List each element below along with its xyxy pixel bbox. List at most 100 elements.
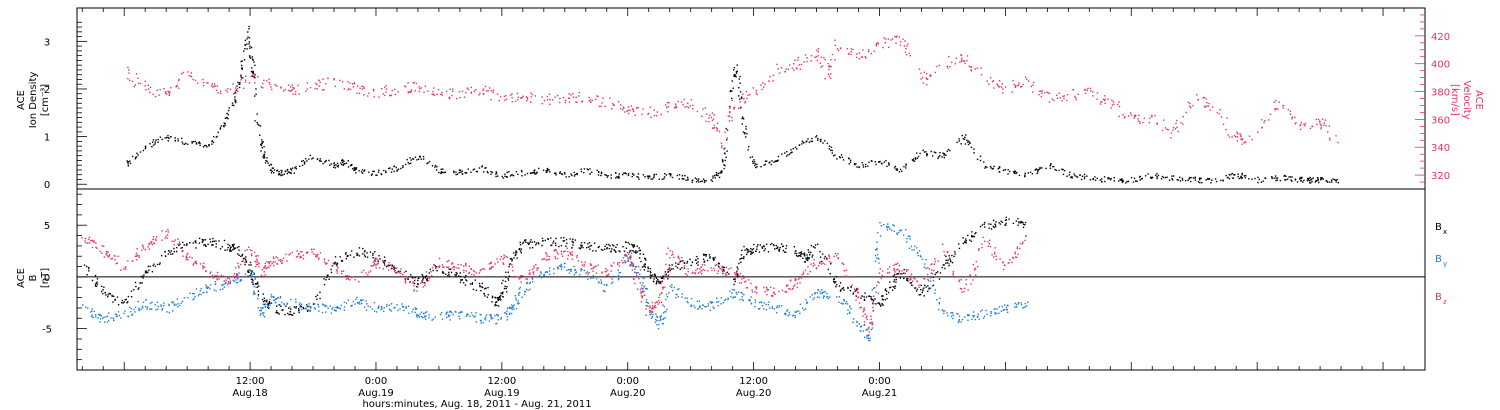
velocity-point [761,88,763,91]
density-point [744,132,746,134]
bx-point [756,245,758,248]
bx-point [751,252,754,254]
density-point [739,98,741,100]
density-point [933,151,936,153]
velocity-point [503,95,506,98]
bx-point [629,250,631,252]
density-point [1012,171,1015,173]
bx-point [611,248,613,250]
density-point [1327,181,1329,183]
density-point [745,125,747,128]
bz-point [472,270,475,272]
by-point [727,298,729,301]
velocity-point [1062,95,1064,98]
velocity-point [1320,126,1322,128]
bx-point [738,262,740,265]
bz-point [503,254,505,257]
by-point [757,308,760,310]
bx-point [705,253,707,256]
density-point [509,175,512,177]
by-point [466,314,468,316]
bz-point [268,261,270,264]
bz-point [490,262,492,264]
velocity-point [597,95,599,98]
density-point [559,171,562,173]
velocity-point [385,91,387,93]
bx-point [435,266,438,268]
density-point [505,175,508,178]
bz-point [718,266,720,269]
density-point [962,137,965,140]
bz-point [150,242,152,244]
by-point [600,282,603,285]
by-point [299,306,301,308]
velocity-point [1236,140,1238,142]
bx-point [417,283,419,286]
density-point [161,138,163,141]
velocity-point [806,60,808,63]
bx-point [88,267,90,270]
bz-point [264,265,266,268]
by-point [743,293,745,296]
by-point [257,295,260,297]
bz-point [521,275,524,277]
bz-point [601,271,603,273]
bx-point [369,251,372,253]
bx-point [965,242,967,244]
by-point [698,307,700,309]
bx-point [88,270,90,272]
velocity-point [794,59,796,62]
density-point [422,158,425,160]
velocity-point [1294,122,1297,125]
bz-point [750,282,752,285]
density-point [1325,180,1327,182]
density-point [165,136,168,139]
density-point [484,167,486,169]
velocity-point [642,108,644,110]
by-point [539,274,541,277]
by-point [821,291,823,294]
bx-point [233,243,235,245]
bx-point [603,248,606,250]
bx-point [949,259,952,261]
bz-point [234,277,236,279]
velocity-point [905,53,908,56]
bx-point [483,293,486,295]
bx-point [111,294,113,297]
bx-point [881,303,883,305]
density-point [983,161,985,163]
by-point [632,265,634,268]
velocity-point [1104,102,1106,104]
bz-point [778,290,780,293]
bz-point [165,235,167,238]
by-point [823,295,825,297]
by-point [771,307,774,310]
by-point [971,318,973,321]
by-point [206,291,208,294]
density-point [811,140,814,143]
bx-point [500,299,502,301]
bx-point [173,247,175,250]
bx-point [799,251,802,254]
density-point [785,155,788,157]
density-point [361,172,364,174]
bx-point [244,258,247,261]
density-point [642,174,645,176]
velocity-point [470,92,473,94]
bx-point [903,268,905,271]
bz-point [560,253,563,255]
bz-point [541,258,543,261]
density-point [1190,176,1192,179]
velocity-point [1129,112,1132,114]
velocity-point [920,72,922,75]
by-point [106,321,109,323]
density-point [278,172,280,175]
velocity-point [1066,94,1069,96]
bz-point [663,275,666,277]
bx-point [690,264,692,267]
bx-point [580,241,583,244]
by-point [897,231,900,234]
bx-point [910,284,913,286]
velocity-point [667,101,669,104]
velocity-point [776,63,778,66]
